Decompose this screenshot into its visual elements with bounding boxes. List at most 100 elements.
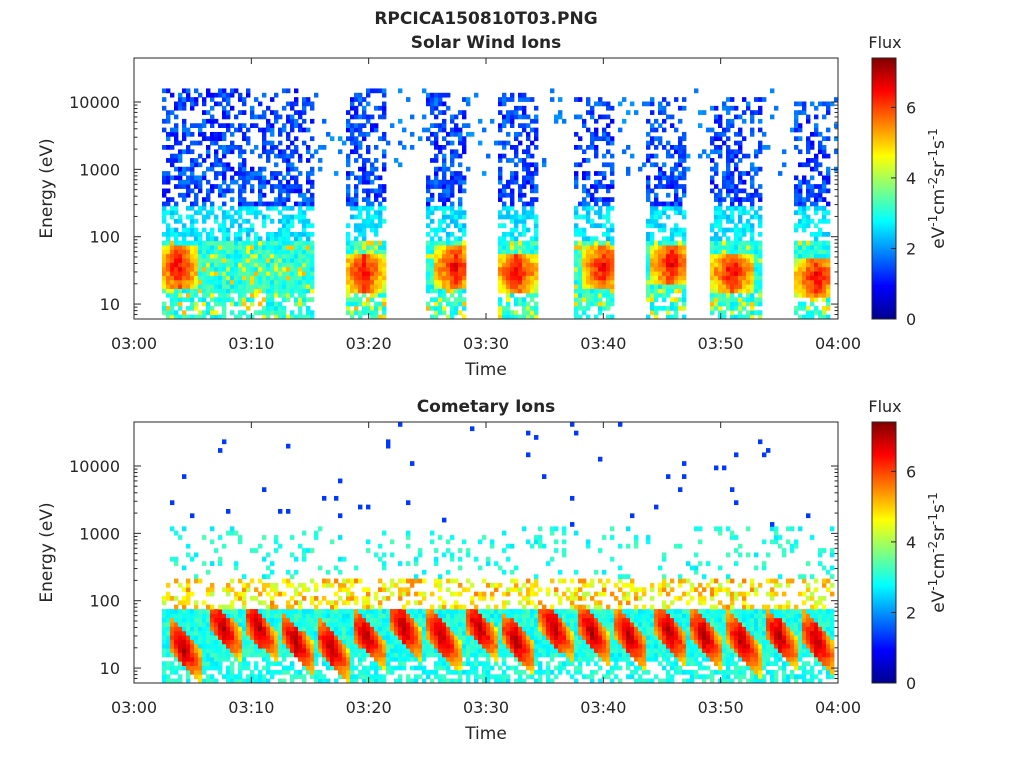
spectrogram-cell: [278, 253, 283, 259]
spectrogram-cell: [434, 175, 439, 181]
spectrogram-cell: [202, 535, 207, 540]
spectrogram-cell: [678, 184, 683, 189]
spectrogram-cell: [278, 210, 283, 215]
spectrogram-cell: [574, 171, 579, 176]
spectrogram-cell: [462, 145, 467, 150]
spectrogram-cell: [242, 648, 247, 653]
spectrogram-cell: [262, 184, 267, 189]
spectrogram-cell: [298, 114, 303, 120]
spectrogram-cell: [294, 166, 299, 172]
spectrogram-cell: [650, 140, 655, 146]
spectrogram-cell: [582, 297, 587, 302]
spectrogram-cell: [722, 284, 727, 289]
spectrogram-cell: [206, 622, 211, 627]
spectrogram-cell: [294, 188, 299, 194]
spectrogram-cell: [206, 210, 211, 215]
spectrogram-cell: [354, 175, 359, 181]
spectrogram-cell: [366, 305, 371, 311]
spectrogram-cell: [178, 652, 183, 658]
spectrogram-cell: [302, 530, 307, 536]
spectrogram-cell: [222, 88, 227, 94]
spectrogram-cell: [442, 192, 447, 198]
spectrogram-cell: [194, 643, 199, 649]
spectrogram-cell: [218, 656, 223, 662]
spectrogram-cell: [342, 661, 347, 666]
spectrogram-cell: [242, 245, 247, 250]
spectrogram-cell: [190, 288, 195, 294]
spectrogram-cell: [382, 184, 387, 189]
spectrogram-cell: [726, 127, 731, 133]
spectrogram-cell: [826, 271, 831, 276]
spectrogram-cell: [238, 127, 243, 133]
spectrogram-cell: [806, 284, 811, 289]
spectrogram-cell: [438, 301, 443, 307]
spectrogram-cell: [258, 153, 263, 159]
spectrogram-cell: [714, 249, 719, 255]
spectrogram-cell: [802, 105, 807, 111]
spectrogram-cell: [598, 301, 603, 307]
spectrogram-cell: [354, 188, 359, 194]
spectrogram-cell: [194, 101, 199, 107]
spectrogram-cell: [286, 158, 291, 163]
spectrogram-cell: [666, 262, 671, 268]
spectrogram-cell: [194, 665, 199, 671]
spectrogram-cell: [366, 630, 371, 636]
spectrogram-cell: [522, 288, 527, 294]
spectrogram-cell: [174, 105, 179, 111]
spectrogram-cell: [214, 635, 219, 640]
spectrogram-cell: [734, 262, 739, 268]
spectrogram-cell: [746, 153, 751, 159]
spectrogram-cell: [278, 635, 283, 640]
spectrogram-cell: [182, 665, 187, 671]
spectrogram-cell: [322, 639, 327, 645]
spectrogram-cell: [378, 639, 383, 645]
spectrogram-cell: [826, 232, 831, 237]
spectrogram-cell: [746, 284, 751, 289]
spectrogram-cell: [226, 166, 231, 172]
spectrogram-cell: [194, 249, 199, 255]
spectrogram-cell: [170, 526, 175, 532]
colorbar-tick-label: 4: [906, 169, 916, 188]
spectrogram-cell: [222, 245, 227, 250]
spectrogram-cell: [190, 175, 195, 181]
spectrogram-cell: [174, 556, 179, 562]
spectrogram-cell: [274, 110, 279, 115]
spectrogram-cell: [286, 630, 291, 636]
spectrogram-cell: [226, 530, 231, 536]
spectrogram-cell: [354, 236, 359, 242]
spectrogram-cell: [598, 210, 603, 215]
spectrogram-cell: [190, 314, 195, 320]
spectrogram-cell: [734, 105, 739, 111]
spectrogram-cell: [302, 223, 307, 229]
spectrogram-cell: [606, 258, 611, 263]
spectrogram-cell: [230, 600, 235, 606]
spectrogram-cell: [174, 266, 179, 272]
spectrogram-cell: [230, 626, 235, 632]
spectrogram-cell: [438, 166, 443, 172]
spectrogram-cell: [518, 249, 523, 255]
spectrogram-cell: [170, 249, 175, 255]
spectrogram-cell: [378, 105, 383, 111]
spectrogram-cell: [270, 310, 275, 316]
spectrogram-cell: [218, 297, 223, 302]
spectrogram-cell: [254, 622, 259, 627]
spectrogram-cell: [758, 223, 763, 229]
spectrogram-cell: [718, 210, 723, 215]
spectrogram-cell: [202, 301, 207, 307]
spectrogram-cell: [714, 284, 719, 289]
spectrogram-cell: [714, 149, 719, 155]
spectrogram-cell: [678, 197, 683, 202]
spectrogram-cell: [278, 179, 283, 185]
spectrogram-cell: [578, 214, 583, 220]
spectrogram-cell: [802, 197, 807, 202]
spectrogram-cell: [230, 604, 235, 610]
spectrogram-cell: [734, 166, 739, 172]
spectrogram-cell: [606, 131, 611, 137]
spectrogram-cell: [350, 136, 355, 142]
spectrogram-cell: [682, 253, 687, 259]
spectrogram-cell: [178, 171, 183, 176]
spectrogram-cell: [238, 626, 243, 632]
spectrogram-cell: [202, 123, 207, 128]
spectrogram-cell: [522, 92, 527, 98]
spectrogram-cell: [354, 201, 359, 207]
